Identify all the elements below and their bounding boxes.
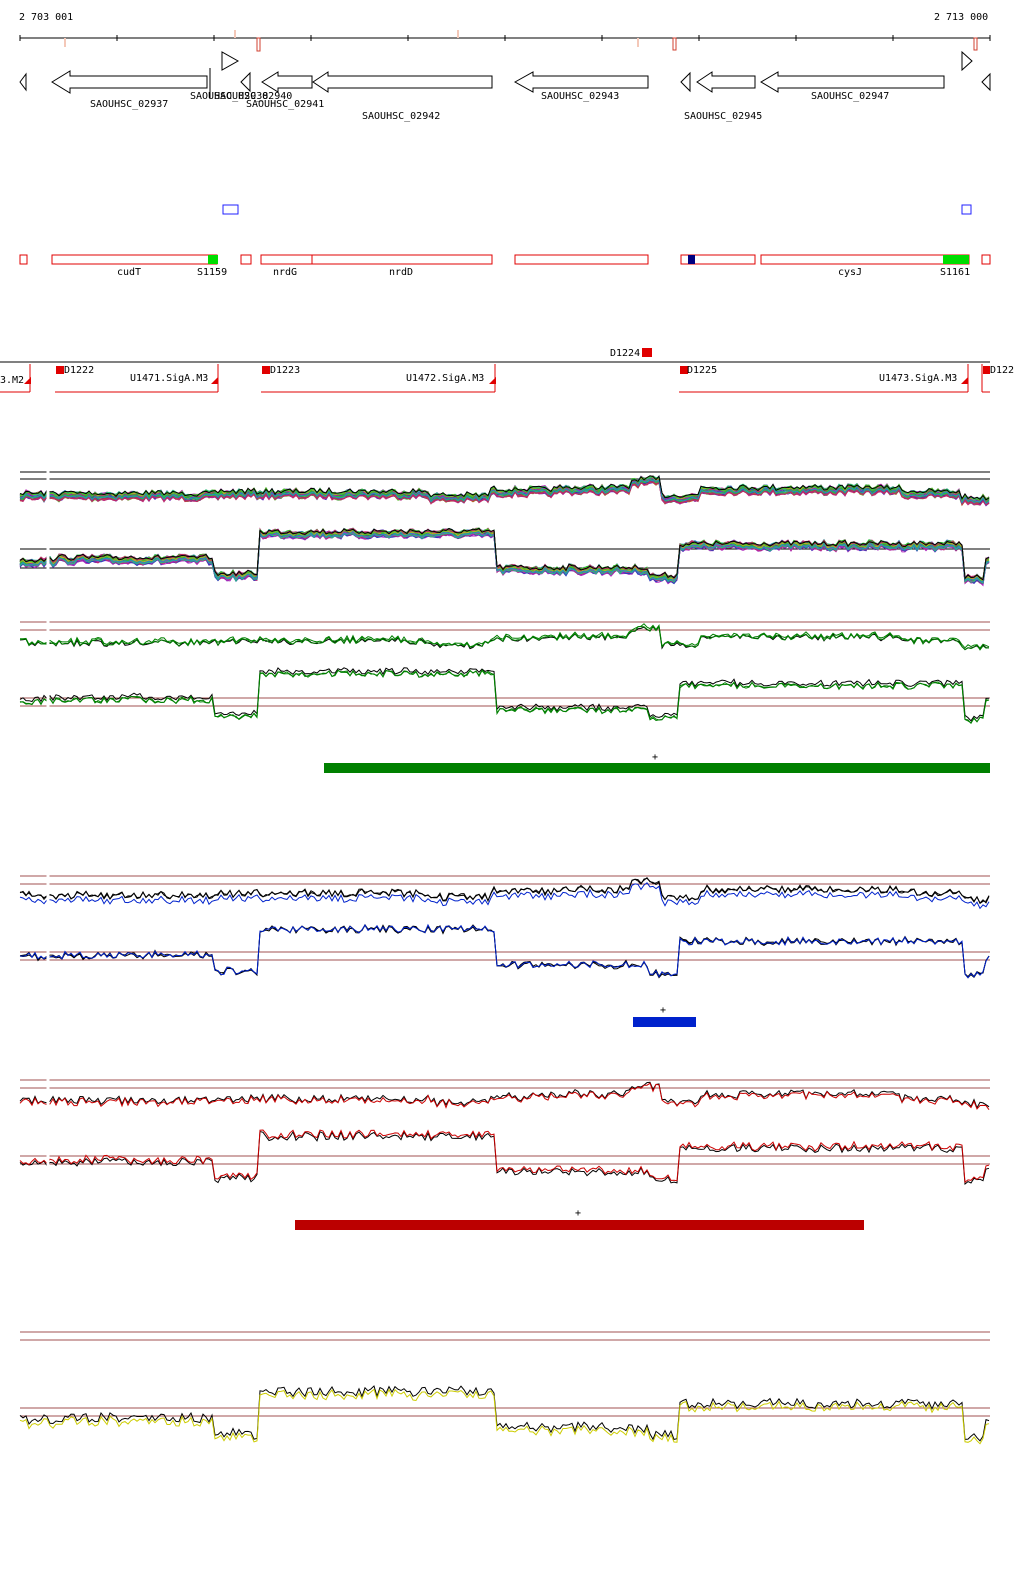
green-strand-marker: + [652, 752, 658, 763]
transcript-track: 3.M2 D1222 U1471.SigA.M3 D1223 U1472.Sig… [0, 348, 1014, 393]
gene-label-02941: SAOUHSC_02941 [246, 99, 324, 110]
gene-saouhsc-02947[interactable]: SAOUHSC_02947 [760, 71, 945, 102]
expression-panel-red [19, 1075, 990, 1188]
ruler-end-label: 2 713 000 [934, 12, 989, 23]
red-condition-bar[interactable] [295, 1220, 864, 1230]
feature-cysj[interactable] [760, 254, 970, 265]
transcript-label-u1472: U1472.SigA.M3 [406, 373, 484, 384]
green-condition-bar[interactable] [324, 763, 990, 773]
gene-right-edge[interactable] [981, 72, 991, 92]
gene-saouhsc-02943[interactable]: SAOUHSC_02943 [513, 71, 649, 102]
segment-s1161-mark [943, 255, 969, 264]
transcript-mark-d1225[interactable] [680, 366, 688, 374]
gene-left-edge[interactable] [19, 72, 27, 92]
feature-label-cudt: cudT [117, 267, 141, 278]
gene-label-02943: SAOUHSC_02943 [541, 91, 619, 102]
gene-saouhsc-02941[interactable]: SAOUHSC_02941 [246, 71, 324, 110]
gene-saouhsc-02945[interactable]: SAOUHSC_02945 [680, 71, 762, 122]
gene-label-02947: SAOUHSC_02947 [811, 91, 889, 102]
transcript-label-u1473: U1473.SigA.M3 [879, 373, 957, 384]
transcript-mark-d1224[interactable] [642, 348, 652, 357]
transcript-mark-d1223[interactable] [262, 366, 270, 374]
gene-right-forward[interactable] [961, 50, 973, 72]
segment-s1159-mark [208, 255, 218, 264]
gene-saouhsc-02942[interactable]: SAOUHSC_02942 [312, 71, 493, 122]
gene-label-02938: SAOUHSC_02938 [190, 91, 268, 102]
feature-nrdg[interactable] [260, 254, 313, 265]
coordinate-ruler [19, 30, 991, 52]
gene-label-02945: SAOUHSC_02945 [684, 111, 762, 122]
dark-marker [688, 255, 695, 264]
feature-track: cudT S1159 nrdG nrdD cysJ S1161 [19, 254, 991, 278]
gene-label-02940: SAOUHSC_02940 [214, 91, 292, 102]
feature-label-nrdg: nrdG [273, 267, 297, 278]
feature-label-cysj: cysJ [838, 267, 862, 278]
transcript-label-d1225: D1225 [687, 365, 717, 376]
ruler-start-label: 2 703 001 [19, 12, 74, 23]
expression-panel-yellow [19, 1331, 990, 1589]
expression-panel-all-conditions [19, 471, 990, 587]
gene-saouhsc-02937[interactable]: SAOUHSC_02937 [51, 70, 208, 110]
expression-panel-blue [19, 873, 990, 983]
transcript-label-u1471: U1471.SigA.M3 [130, 373, 208, 384]
feature-nrdd[interactable] [311, 254, 493, 265]
blue-condition-bar[interactable] [633, 1017, 696, 1027]
expression-panel-green [19, 619, 990, 727]
gene-track: SAOUHSC_02937 SAOUHSC_02938 SAOUHSC_0294… [19, 50, 991, 122]
feature-label-nrdd: nrdD [389, 267, 413, 278]
gene-saouhsc-02940[interactable]: SAOUHSC_02940 [214, 71, 292, 102]
transcript-label-d1223: D1223 [270, 365, 300, 376]
segment-label-s1159: S1159 [197, 267, 227, 278]
blue-strand-marker: + [660, 1005, 666, 1016]
gene-saouhsc-02938[interactable]: SAOUHSC_02938 [190, 51, 268, 102]
gene-label-02942: SAOUHSC_02942 [362, 111, 440, 122]
transcript-label-d1224: D1224 [610, 348, 640, 359]
gene-label-02937: SAOUHSC_02937 [90, 99, 168, 110]
blue-markers [222, 204, 972, 215]
transcript-label-d1222: D1222 [64, 365, 94, 376]
segment-label-s1161: S1161 [940, 267, 970, 278]
transcript-mark-d1226[interactable] [983, 366, 990, 374]
transcript-mark-d1222[interactable] [56, 366, 64, 374]
red-strand-marker: + [575, 1208, 581, 1219]
transcript-label-clipped-left: 3.M2 [0, 375, 24, 386]
transcript-label-clipped-right: D122 [990, 365, 1014, 376]
feature-cudt[interactable] [51, 254, 218, 265]
